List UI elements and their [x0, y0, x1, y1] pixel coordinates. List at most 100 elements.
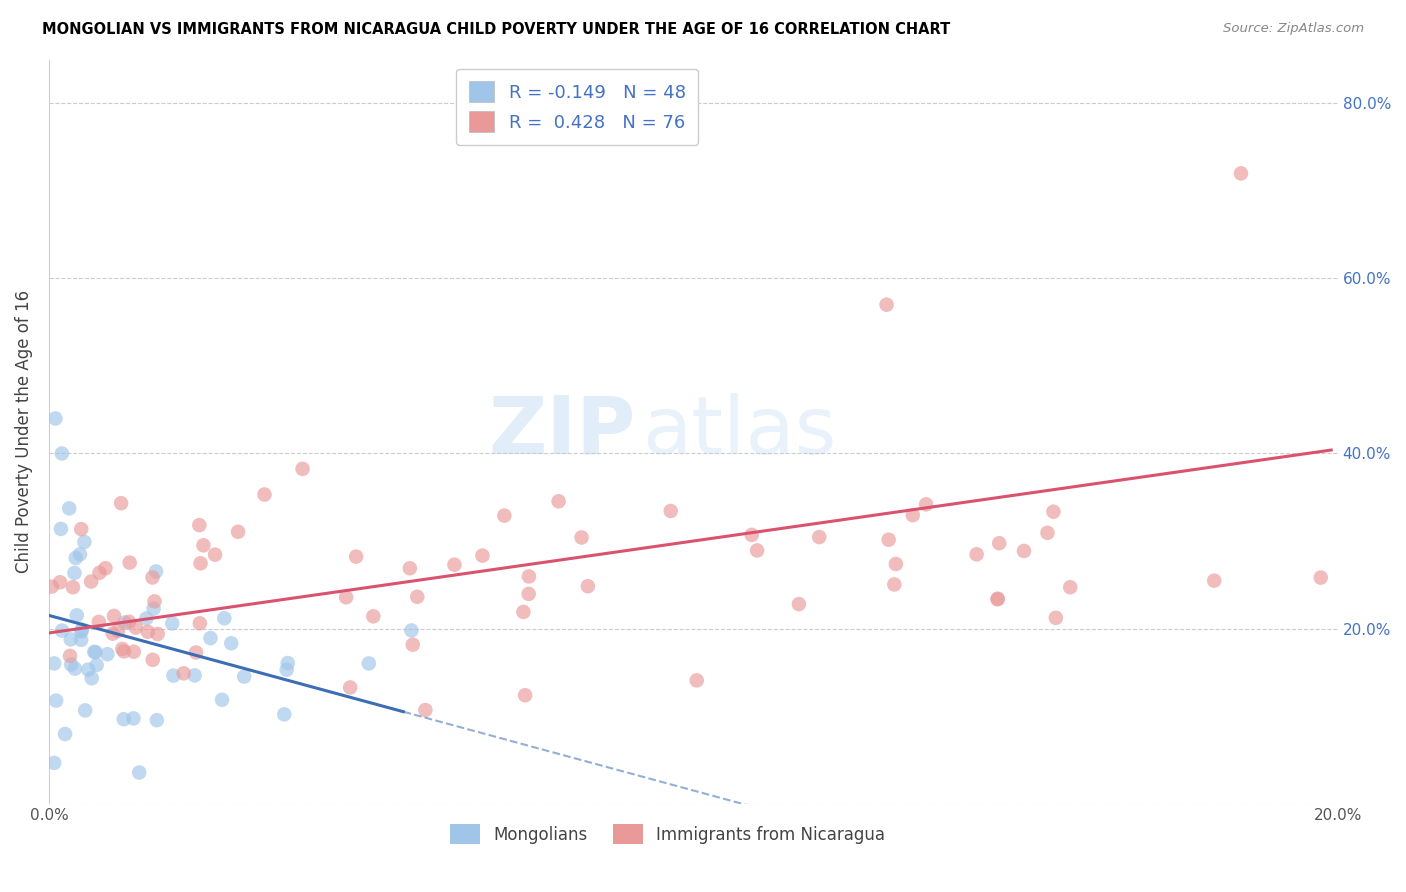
Point	[125, 621, 148, 635]
Point	[193, 538, 215, 552]
Point	[96, 647, 118, 661]
Point	[66, 608, 89, 623]
Point	[1309, 571, 1331, 585]
Point	[112, 644, 135, 658]
Point	[107, 624, 129, 638]
Point	[335, 591, 357, 605]
Point	[49, 522, 72, 536]
Point	[987, 591, 1010, 606]
Point	[399, 561, 422, 575]
Point	[84, 645, 107, 659]
Point	[787, 597, 810, 611]
Point	[145, 565, 167, 579]
Point	[49, 575, 72, 590]
Point	[1036, 525, 1059, 540]
Point	[146, 627, 169, 641]
Point	[44, 657, 66, 671]
Point	[112, 712, 135, 726]
Point	[89, 566, 111, 580]
Point	[183, 668, 205, 682]
Point	[94, 561, 117, 575]
Point	[1230, 166, 1253, 180]
Point	[415, 703, 437, 717]
Point	[513, 688, 536, 702]
Point	[915, 497, 938, 511]
Point	[987, 592, 1010, 607]
Point	[339, 681, 361, 695]
Point	[162, 616, 184, 631]
Point	[571, 531, 593, 545]
Point	[65, 550, 87, 565]
Point	[136, 624, 159, 639]
Point	[406, 590, 429, 604]
Point	[471, 549, 494, 563]
Point	[547, 494, 569, 508]
Point	[143, 594, 166, 608]
Point	[63, 566, 86, 580]
Point	[173, 666, 195, 681]
Point	[988, 536, 1011, 550]
Point	[226, 524, 249, 539]
Point	[808, 530, 831, 544]
Point	[443, 558, 465, 572]
Point	[200, 631, 222, 645]
Point	[86, 658, 108, 673]
Point	[60, 657, 83, 672]
Point	[401, 624, 423, 638]
Point	[101, 626, 124, 640]
Point	[273, 707, 295, 722]
Point	[686, 673, 709, 688]
Point	[876, 298, 898, 312]
Point	[70, 522, 93, 536]
Point	[517, 587, 540, 601]
Point	[219, 636, 242, 650]
Point	[75, 703, 97, 717]
Point	[512, 605, 534, 619]
Legend: R = -0.149   N = 48, R =  0.428   N = 76: R = -0.149 N = 48, R = 0.428 N = 76	[457, 69, 699, 145]
Point	[276, 663, 298, 677]
Text: ZIP: ZIP	[488, 392, 636, 471]
Point	[966, 547, 988, 561]
Point	[1045, 611, 1067, 625]
Point	[53, 727, 76, 741]
Point	[73, 535, 96, 549]
Point	[517, 569, 540, 583]
Point	[1204, 574, 1226, 588]
Point	[494, 508, 516, 523]
Text: MONGOLIAN VS IMMIGRANTS FROM NICARAGUA CHILD POVERTY UNDER THE AGE OF 16 CORRELA: MONGOLIAN VS IMMIGRANTS FROM NICARAGUA C…	[42, 22, 950, 37]
Point	[142, 653, 165, 667]
Point	[111, 641, 134, 656]
Point	[884, 557, 907, 571]
Point	[62, 580, 84, 594]
Point	[204, 548, 226, 562]
Point	[41, 580, 63, 594]
Point	[80, 574, 103, 589]
Point	[114, 615, 136, 630]
Point	[277, 656, 299, 670]
Point	[211, 692, 233, 706]
Point	[118, 556, 141, 570]
Point	[63, 662, 86, 676]
Point	[162, 668, 184, 682]
Point	[214, 611, 236, 625]
Point	[70, 632, 93, 647]
Point	[363, 609, 385, 624]
Text: Source: ZipAtlas.com: Source: ZipAtlas.com	[1223, 22, 1364, 36]
Point	[59, 632, 82, 647]
Point	[142, 601, 165, 615]
Point	[135, 611, 157, 625]
Point	[190, 557, 212, 571]
Text: atlas: atlas	[641, 392, 837, 471]
Y-axis label: Child Poverty Under the Age of 16: Child Poverty Under the Age of 16	[15, 290, 32, 574]
Point	[1042, 505, 1064, 519]
Point	[51, 624, 73, 638]
Point	[51, 446, 73, 460]
Point	[402, 638, 425, 652]
Point	[184, 645, 207, 659]
Point	[44, 411, 66, 425]
Point	[80, 671, 103, 685]
Point	[291, 462, 314, 476]
Point	[70, 624, 93, 639]
Point	[233, 670, 256, 684]
Point	[576, 579, 599, 593]
